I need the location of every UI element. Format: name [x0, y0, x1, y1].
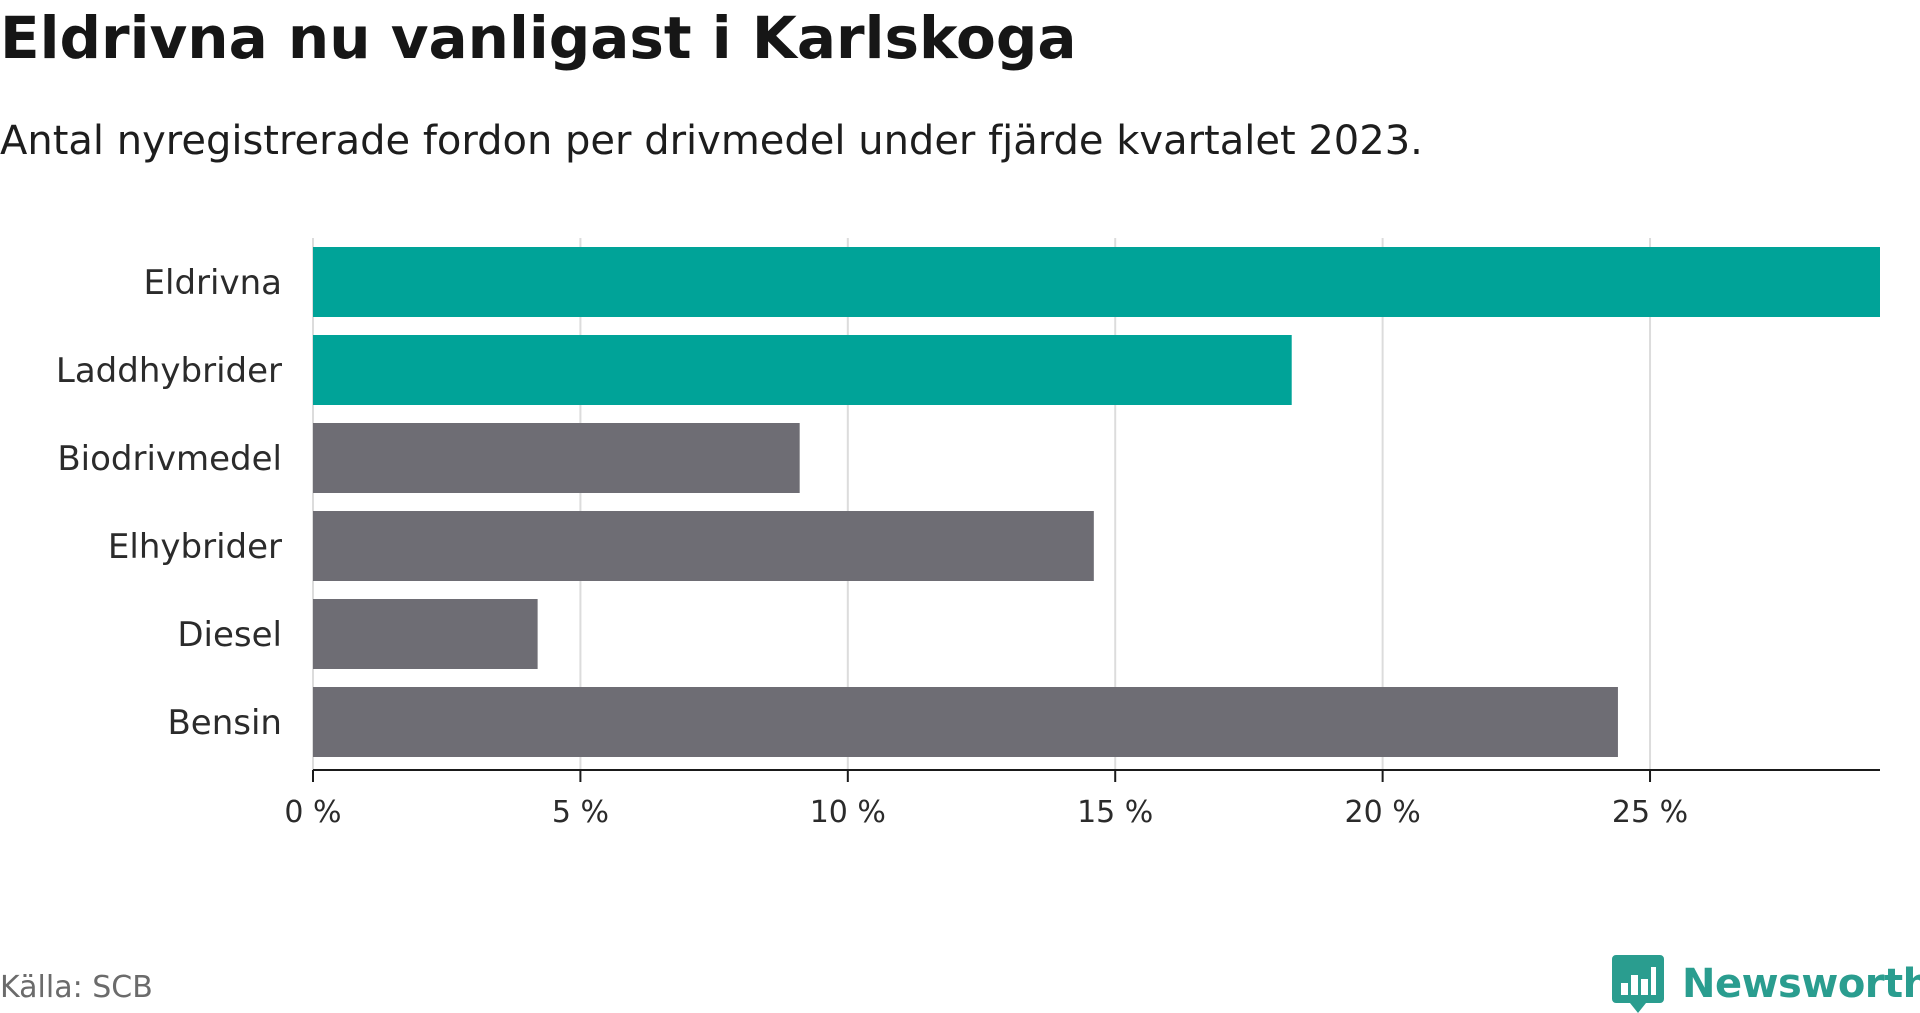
bar-eldrivna — [313, 247, 1880, 317]
brand-name: Newsworthy — [1682, 961, 1920, 1007]
chart-title: Eldrivna nu vanligast i Karlskoga — [0, 4, 1077, 72]
bars — [313, 247, 1880, 757]
bar-diesel — [313, 599, 538, 669]
bar-biodrivmedel — [313, 423, 800, 493]
bar-chart: 0 % 5 % 10 % 15 % 20 % 25 % Eldrivna Laddhybri… — [56, 238, 1880, 830]
bar-elhybrider — [313, 511, 1094, 581]
chart-subtitle: Antal nyregistrerade fordon per drivmede… — [0, 118, 1423, 164]
source-note: Källa: SCB — [0, 970, 153, 1005]
category-label: Biodrivmedel — [57, 439, 282, 479]
bar-chart-speech-bubble-icon — [1612, 955, 1664, 1013]
x-tick-label: 25 % — [1612, 795, 1688, 830]
newsworthy-logo[interactable]: Newsworthy — [1612, 955, 1920, 1013]
category-labels: Eldrivna Laddhybrider Biodrivmedel Elhybrid… — [56, 263, 282, 743]
category-label: Laddhybrider — [56, 351, 282, 391]
category-label: Eldrivna — [144, 263, 282, 303]
x-tick-label: 0 % — [284, 795, 341, 830]
x-tick-label: 10 % — [810, 795, 886, 830]
category-label: Diesel — [177, 615, 282, 655]
x-axis: 0 % 5 % 10 % 15 % 20 % 25 % — [284, 769, 1880, 830]
category-label: Elhybrider — [108, 527, 282, 567]
x-tick-label: 5 % — [552, 795, 609, 830]
bar-bensin — [313, 687, 1618, 757]
x-tick-label: 15 % — [1077, 795, 1153, 830]
x-tick-label: 20 % — [1345, 795, 1421, 830]
category-label: Bensin — [167, 703, 282, 743]
grid-lines — [312, 238, 1652, 770]
bar-laddhybrider — [313, 335, 1292, 405]
